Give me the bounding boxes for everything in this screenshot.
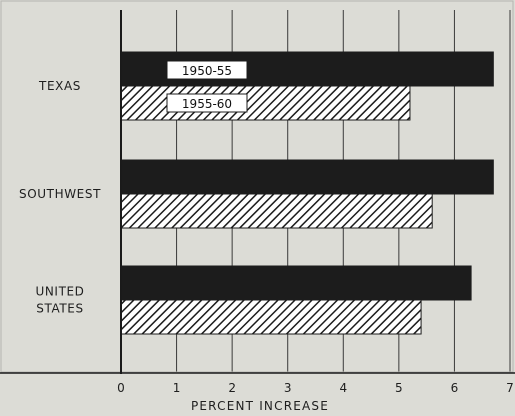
x-tick-label-7: 7 — [506, 381, 514, 395]
plot-frame — [0, 0, 514, 373]
category-label-2-line-0: UNITED — [35, 285, 84, 299]
legend-label-0: 1950-55 — [182, 64, 232, 78]
x-tick-label-1: 1 — [173, 381, 181, 395]
bar-2-series-0 — [120, 265, 472, 301]
category-label-1-line-0: SOUTHWEST — [19, 187, 101, 201]
x-tick-label-0: 0 — [117, 381, 125, 395]
bar-1-series-1 — [120, 193, 433, 229]
legend-box-1 — [166, 93, 248, 113]
x-tick-label-4: 4 — [339, 381, 347, 395]
bar-2-series-1 — [120, 299, 422, 335]
legend-label-1: 1955-60 — [182, 97, 232, 111]
bar-0-series-1 — [120, 85, 411, 121]
x-tick-label-2: 2 — [228, 381, 236, 395]
bar-1-series-0 — [120, 159, 494, 195]
axes — [0, 0, 515, 374]
category-label-0-line-0: TEXAS — [38, 79, 81, 93]
x-tick-label-3: 3 — [284, 381, 292, 395]
legend-box-0 — [166, 60, 248, 80]
bars — [120, 51, 494, 335]
x-tick-label-5: 5 — [395, 381, 403, 395]
category-label-2-line-1: STATES — [36, 302, 83, 316]
x-tick-label-6: 6 — [451, 381, 459, 395]
labels: 0 1 2 3 4 5 6 7 PERCENT INCREASE TEXAS SOUTHWEST UN… — [19, 60, 514, 413]
x-axis-title: PERCENT INCREASE — [191, 399, 329, 412]
